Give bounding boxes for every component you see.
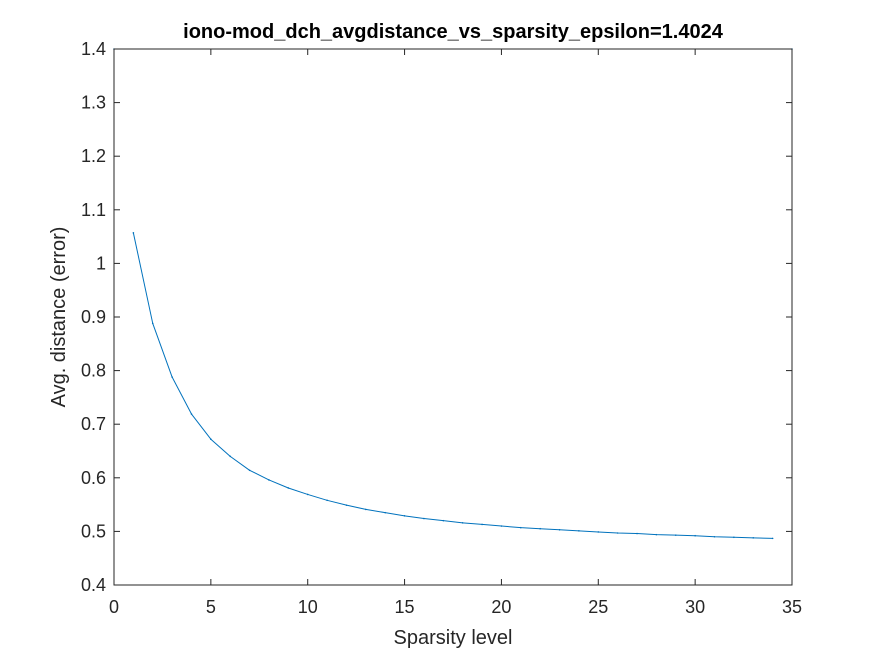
- data-point: [674, 534, 677, 536]
- data-point: [539, 527, 541, 530]
- y-tick-label: 0.7: [81, 414, 106, 434]
- data-point: [423, 517, 425, 520]
- x-tick-label: 5: [206, 597, 216, 617]
- data-point: [461, 522, 464, 524]
- y-tick-label: 0.8: [81, 361, 106, 381]
- data-point: [713, 535, 716, 538]
- chart-title: iono-mod_dch_avgdistance_vs_sparsity_eps…: [183, 21, 724, 43]
- y-tick-label: 1.3: [81, 93, 106, 113]
- x-tick-label: 35: [782, 597, 802, 617]
- data-point: [171, 376, 173, 378]
- data-point: [558, 528, 561, 531]
- data-point: [384, 511, 387, 514]
- y-tick-label: 1.2: [81, 146, 106, 166]
- y-tick-label: 0.4: [81, 575, 106, 595]
- data-point: [520, 526, 522, 529]
- data-point: [500, 525, 503, 527]
- data-point: [306, 493, 309, 496]
- data-point: [771, 537, 774, 540]
- data-point: [597, 531, 600, 533]
- data-point: [616, 532, 619, 534]
- x-tick-label: 10: [298, 597, 318, 617]
- x-tick-label: 25: [588, 597, 608, 617]
- data-point: [151, 322, 154, 325]
- x-tick-label: 20: [491, 597, 511, 617]
- data-point: [694, 534, 696, 537]
- y-ticks: 0.4 0.5 0.6 0.7 0.8 0.9 1 1.1 1.2 1.3 1.4: [81, 39, 792, 595]
- data-point: [268, 479, 270, 481]
- data-point: [752, 537, 755, 539]
- data-point: [733, 536, 735, 539]
- x-tick-label: 0: [109, 597, 119, 617]
- x-axis-label: Sparsity level: [394, 627, 513, 649]
- y-tick-label: 0.6: [81, 468, 106, 488]
- y-tick-label: 1: [96, 253, 106, 273]
- data-point: [636, 532, 638, 535]
- y-axis-label: Avg. distance (error): [48, 227, 70, 408]
- data-point: [229, 455, 232, 458]
- data-point: [345, 504, 348, 506]
- data-point: [326, 499, 328, 502]
- data-point: [190, 413, 193, 415]
- plot-area: [114, 49, 792, 585]
- data-point: [248, 469, 251, 472]
- data-point: [655, 533, 658, 536]
- data-point: [442, 519, 445, 522]
- data-point: [132, 232, 135, 234]
- x-ticks: 0 5 10 15 20 25 30 35: [109, 49, 802, 617]
- x-tick-label: 15: [395, 597, 415, 617]
- x-tick-label: 30: [685, 597, 705, 617]
- data-point: [210, 438, 212, 441]
- y-tick-label: 0.5: [81, 521, 106, 541]
- y-tick-label: 1.1: [81, 200, 106, 220]
- y-tick-label: 0.9: [81, 307, 106, 327]
- data-point: [287, 487, 290, 489]
- series-line-0: [132, 232, 773, 539]
- data-point: [481, 523, 483, 526]
- y-tick-label: 1.4: [81, 39, 106, 59]
- data-point: [403, 515, 406, 517]
- data-point: [365, 508, 367, 511]
- data-point: [578, 530, 580, 532]
